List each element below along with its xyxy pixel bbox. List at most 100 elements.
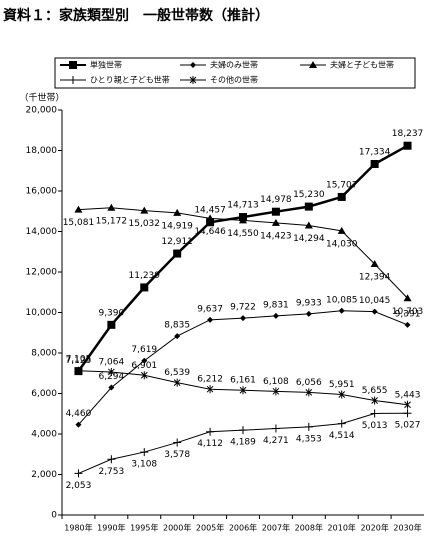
x-tick-label: 1990年: [97, 523, 125, 533]
data-point: [74, 469, 83, 478]
data-point: [371, 396, 378, 405]
legend-marker: [189, 76, 197, 84]
x-tick-label: 1995年: [130, 523, 158, 533]
data-label: 8,835: [164, 321, 190, 331]
y-tick-label: 8,000: [31, 349, 57, 359]
data-label: 15,032: [129, 219, 161, 229]
data-label: 6,212: [197, 375, 223, 385]
data-label: 15,230: [293, 190, 325, 200]
data-point: [240, 315, 246, 322]
data-label: 11,239: [129, 271, 161, 281]
data-label: 6,108: [263, 377, 289, 387]
data-point: [206, 218, 215, 227]
data-label: 14,030: [326, 239, 358, 249]
data-point: [272, 312, 279, 319]
data-point: [74, 205, 83, 213]
data-point: [173, 208, 182, 216]
x-tick-label: 2007年: [262, 523, 290, 533]
data-label: 10,085: [326, 295, 358, 305]
data-label: 6,539: [164, 368, 190, 378]
data-point: [404, 321, 411, 328]
data-point: [173, 378, 181, 387]
data-label: 5,443: [395, 390, 421, 400]
data-point: [239, 216, 247, 224]
data-label: 17,334: [359, 147, 391, 157]
data-label: 5,655: [362, 386, 388, 396]
data-label: 14,919: [161, 221, 193, 231]
data-label: 18,237: [392, 129, 424, 139]
data-point: [304, 422, 313, 431]
series-line: [77, 144, 409, 372]
x-tick-label: 2006年: [229, 523, 257, 533]
data-label: 3,108: [131, 460, 157, 470]
data-point: [107, 203, 116, 211]
data-point: [140, 448, 149, 457]
data-point: [206, 214, 215, 222]
data-point: [140, 283, 149, 292]
data-point: [338, 390, 346, 399]
data-label: 4,514: [329, 431, 355, 441]
legend-marker: [69, 61, 77, 69]
y-tick-label: 14,000: [26, 227, 58, 237]
y-tick-label: 2,000: [31, 470, 57, 480]
data-label: 10,703: [392, 307, 424, 317]
y-tick-label: 10,000: [26, 308, 58, 318]
data-point: [75, 421, 82, 428]
data-point: [271, 218, 280, 226]
y-tick-label: 6,000: [31, 389, 57, 399]
data-point: [107, 320, 116, 329]
data-point: [337, 419, 346, 428]
data-label: 4,112: [197, 439, 223, 449]
data-point: [173, 438, 182, 447]
data-label: 10,045: [359, 296, 391, 306]
data-label: 6,056: [296, 378, 322, 388]
data-point: [140, 206, 149, 214]
data-label: 2,053: [66, 481, 92, 491]
data-label: 6,901: [131, 361, 157, 371]
x-tick-label: 2010年: [328, 523, 356, 533]
legend-marker: [309, 61, 317, 68]
data-point: [403, 294, 412, 302]
data-point: [272, 387, 280, 396]
data-point: [207, 316, 214, 323]
x-tick-label: 2030年: [393, 523, 421, 533]
data-label: 6,294: [98, 372, 124, 382]
legend-label: その他の世帯: [210, 75, 258, 85]
data-label: 9,831: [263, 300, 289, 310]
data-point: [337, 192, 346, 201]
data-point: [403, 409, 412, 418]
data-label: 4,189: [230, 438, 256, 448]
data-point: [206, 427, 215, 436]
data-label: 6,161: [230, 376, 256, 386]
data-point: [404, 400, 411, 409]
data-point: [271, 424, 280, 433]
data-label: 15,081: [63, 218, 95, 228]
data-label: 9,722: [230, 303, 256, 313]
y-tick-label: 0: [51, 511, 57, 521]
data-point: [108, 367, 115, 376]
data-point: [174, 333, 181, 340]
y-tick-label: 12,000: [26, 268, 58, 278]
data-label: 14,294: [293, 234, 325, 244]
data-point: [370, 260, 379, 268]
y-tick-label: 18,000: [26, 146, 58, 156]
data-label: 7,105: [66, 355, 92, 365]
data-point: [370, 409, 379, 418]
data-label: 15,707: [326, 180, 358, 190]
x-tick-label: 1980年: [64, 523, 92, 533]
legend-label: ひとり親と子ども世帯: [90, 75, 170, 85]
x-tick-label: 2000年: [163, 523, 191, 533]
x-tick-label: 2020年: [360, 523, 388, 533]
legend-label: 単独世帯: [90, 60, 122, 70]
legend-marker: [69, 76, 77, 84]
data-label: 12,394: [359, 273, 391, 283]
data-point: [304, 202, 313, 211]
data-label: 14,978: [260, 195, 292, 205]
data-label: 14,457: [194, 206, 226, 216]
chart-title: 資料１：家族類型別 一般世帯数（推計）: [3, 7, 269, 24]
y-tick-label: 4,000: [31, 430, 57, 440]
legend-box: [54, 57, 416, 89]
x-tick-label: 2008年: [295, 523, 323, 533]
data-label: 12,911: [161, 237, 193, 247]
data-label: 5,013: [362, 421, 388, 431]
